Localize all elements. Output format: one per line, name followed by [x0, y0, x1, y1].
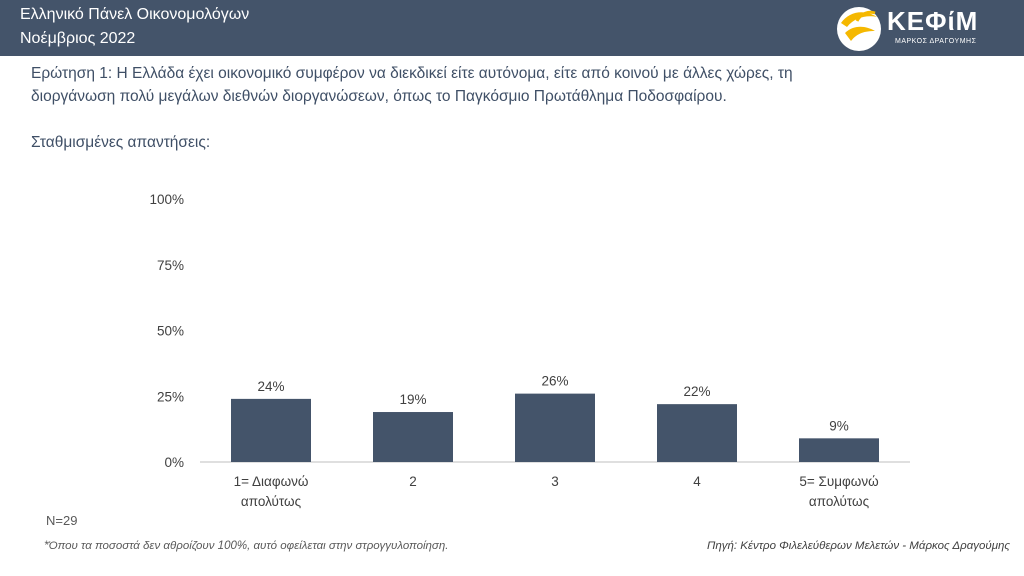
logo-tagline: ΜΑΡΚΟΣ ΔΡΑΓΟΥΜΗΣ — [895, 38, 977, 45]
x-tick-label: 2 — [409, 474, 417, 489]
y-tick-label: 75% — [157, 258, 184, 273]
data-label: 9% — [829, 418, 849, 433]
header-bar: Ελληνικό Πάνελ Οικονομολόγων Νοέμβριος 2… — [0, 0, 1024, 56]
x-tick-label: απολύτως — [241, 494, 302, 509]
panel-title: Ελληνικό Πάνελ Οικονομολόγων — [20, 6, 250, 23]
data-label: 24% — [257, 379, 284, 394]
kefim-logo: ΚΕΦίΜ ΜΑΡΚΟΣ ΔΡΑΓΟΥΜΗΣ — [835, 3, 985, 53]
bar — [799, 438, 879, 462]
weighted-answers-label: Σταθμισμένες απαντήσεις: — [31, 134, 211, 151]
bird-wave-logo-icon — [837, 7, 881, 51]
x-tick-label: 1= Διαφωνώ — [234, 474, 309, 489]
y-tick-label: 25% — [157, 389, 184, 404]
x-tick-label: 5= Συμφωνώ — [799, 474, 878, 489]
panel-date: Νοέμβριος 2022 — [20, 30, 136, 47]
data-label: 22% — [683, 384, 710, 399]
bar-chart: 0% 25% 50% 75% 100% 24% 1= Διαφωνώ απολύτως 19% 2… — [149, 192, 910, 509]
y-tick-label: 0% — [164, 455, 184, 470]
question-line-1: Ερώτηση 1: Η Ελλάδα έχει οικονομικό συμφ… — [31, 65, 793, 82]
data-label: 19% — [399, 392, 426, 407]
rounding-note: *Όπου τα ποσοστά δεν αθροίζουν 100%, αυτ… — [44, 540, 449, 552]
bar — [657, 404, 737, 462]
y-tick-label: 100% — [149, 192, 184, 207]
question-text: Ερώτηση 1: Η Ελλάδα έχει οικονομικό συμφ… — [31, 62, 991, 108]
data-label: 26% — [541, 374, 568, 389]
logo-name: ΚΕΦίΜ — [887, 6, 979, 36]
bar — [231, 398, 311, 462]
x-tick-label: 3 — [551, 474, 559, 489]
source-note: Πηγή: Κέντρο Φιλελεύθερων Μελετών - Μάρκ… — [706, 540, 1010, 552]
question-line-2: διοργάνωση πολύ μεγάλων διεθνών διοργανώ… — [31, 88, 727, 105]
sample-size: N=29 — [46, 513, 78, 528]
bar — [515, 393, 595, 462]
x-tick-label: απολύτως — [809, 494, 870, 509]
bar — [373, 412, 453, 462]
y-tick-label: 50% — [157, 324, 184, 339]
x-tick-label: 4 — [693, 474, 701, 489]
